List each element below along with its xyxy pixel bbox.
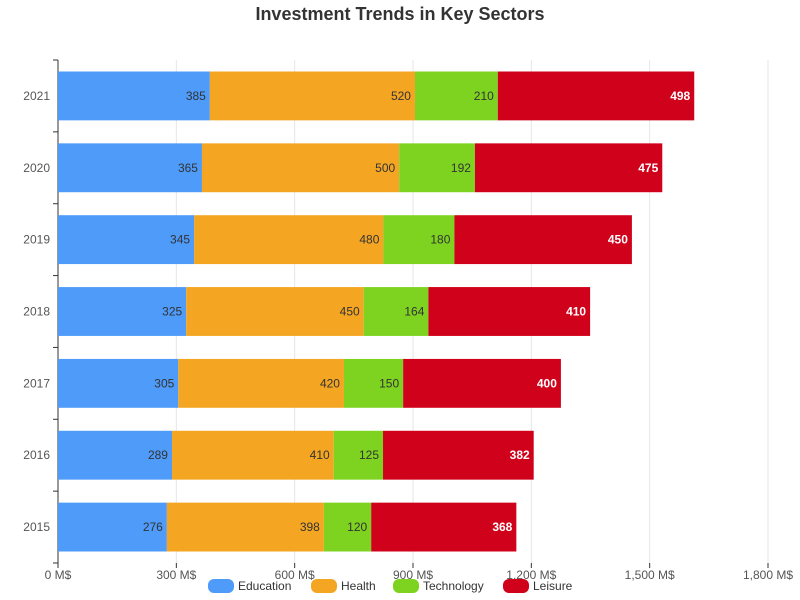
x-tick-label: 0 M$ — [45, 568, 72, 582]
bar-leisure[interactable] — [428, 287, 591, 336]
bar-technology[interactable] — [383, 215, 455, 265]
bar-leisure[interactable] — [383, 430, 534, 480]
y-tick-label: 2018 — [23, 305, 50, 319]
data-label: 150 — [379, 376, 399, 390]
data-label: 180 — [430, 233, 450, 247]
bar-leisure[interactable] — [371, 502, 517, 552]
data-label: 210 — [474, 89, 494, 103]
bar-leisure[interactable] — [454, 215, 632, 265]
data-label: 192 — [451, 161, 471, 175]
y-tick-label: 2019 — [23, 233, 50, 247]
bar-leisure[interactable] — [403, 358, 561, 408]
bar-education[interactable] — [58, 143, 202, 193]
x-tick-label: 600 M$ — [275, 568, 315, 582]
data-label: 368 — [492, 520, 512, 534]
data-label: 450 — [340, 305, 360, 319]
legend-label[interactable]: Health — [341, 579, 376, 593]
data-label: 276 — [143, 520, 163, 534]
y-tick-label: 2015 — [23, 520, 50, 534]
bar-health[interactable] — [166, 502, 324, 552]
legend-label[interactable]: Leisure — [533, 579, 573, 593]
data-label: 164 — [404, 305, 424, 319]
bar-health[interactable] — [201, 143, 400, 193]
data-label: 500 — [375, 161, 395, 175]
bar-education[interactable] — [58, 71, 210, 121]
data-label: 289 — [148, 448, 168, 462]
data-label: 305 — [154, 376, 174, 390]
x-tick-label: 1,800 M$ — [743, 568, 793, 582]
y-tick-label: 2016 — [23, 448, 50, 462]
data-label: 398 — [300, 520, 320, 534]
x-tick-label: 300 M$ — [156, 568, 196, 582]
bar-health[interactable] — [178, 358, 344, 408]
legend-label[interactable]: Education — [238, 579, 291, 593]
data-label: 498 — [670, 89, 690, 103]
data-label: 520 — [391, 89, 411, 103]
bar-technology[interactable] — [414, 71, 498, 121]
y-tick-label: 2020 — [23, 161, 50, 175]
x-tick-label: 1,200 M$ — [506, 568, 556, 582]
legend-label[interactable]: Technology — [423, 579, 484, 593]
data-label: 345 — [170, 233, 190, 247]
data-label: 382 — [510, 448, 530, 462]
data-label: 400 — [537, 376, 557, 390]
data-label: 325 — [162, 305, 182, 319]
y-tick-label: 2021 — [23, 89, 50, 103]
x-tick-label: 1,500 M$ — [625, 568, 675, 582]
bar-technology[interactable] — [333, 430, 384, 480]
data-label: 480 — [359, 233, 379, 247]
bar-health[interactable] — [186, 287, 364, 336]
data-label: 410 — [566, 305, 586, 319]
bar-health[interactable] — [209, 71, 415, 121]
data-label: 120 — [347, 520, 367, 534]
bar-education[interactable] — [58, 287, 187, 336]
data-label: 420 — [320, 376, 340, 390]
x-tick-label: 900 M$ — [393, 568, 433, 582]
bar-leisure[interactable] — [474, 143, 663, 193]
legend-swatch-leisure[interactable] — [503, 579, 529, 593]
bar-technology[interactable] — [343, 358, 404, 408]
bar-health[interactable] — [194, 215, 384, 265]
y-tick-label: 2017 — [23, 376, 50, 390]
bar-education[interactable] — [58, 502, 167, 552]
bar-leisure[interactable] — [497, 71, 695, 121]
bar-education[interactable] — [58, 358, 179, 408]
data-label: 450 — [608, 233, 628, 247]
bar-technology[interactable] — [363, 287, 429, 336]
chart-title: Investment Trends in Key Sectors — [255, 4, 545, 24]
bar-health[interactable] — [171, 430, 334, 480]
legend-swatch-technology[interactable] — [393, 579, 419, 593]
data-label: 125 — [359, 448, 379, 462]
legend-swatch-education[interactable] — [208, 579, 234, 593]
bar-education[interactable] — [58, 430, 172, 480]
data-label: 385 — [186, 89, 206, 103]
data-label: 475 — [638, 161, 658, 175]
bar-education[interactable] — [58, 215, 195, 265]
legend-swatch-health[interactable] — [311, 579, 337, 593]
bar-technology[interactable] — [399, 143, 475, 193]
data-label: 410 — [310, 448, 330, 462]
bar-technology[interactable] — [323, 502, 372, 552]
data-label: 365 — [178, 161, 198, 175]
